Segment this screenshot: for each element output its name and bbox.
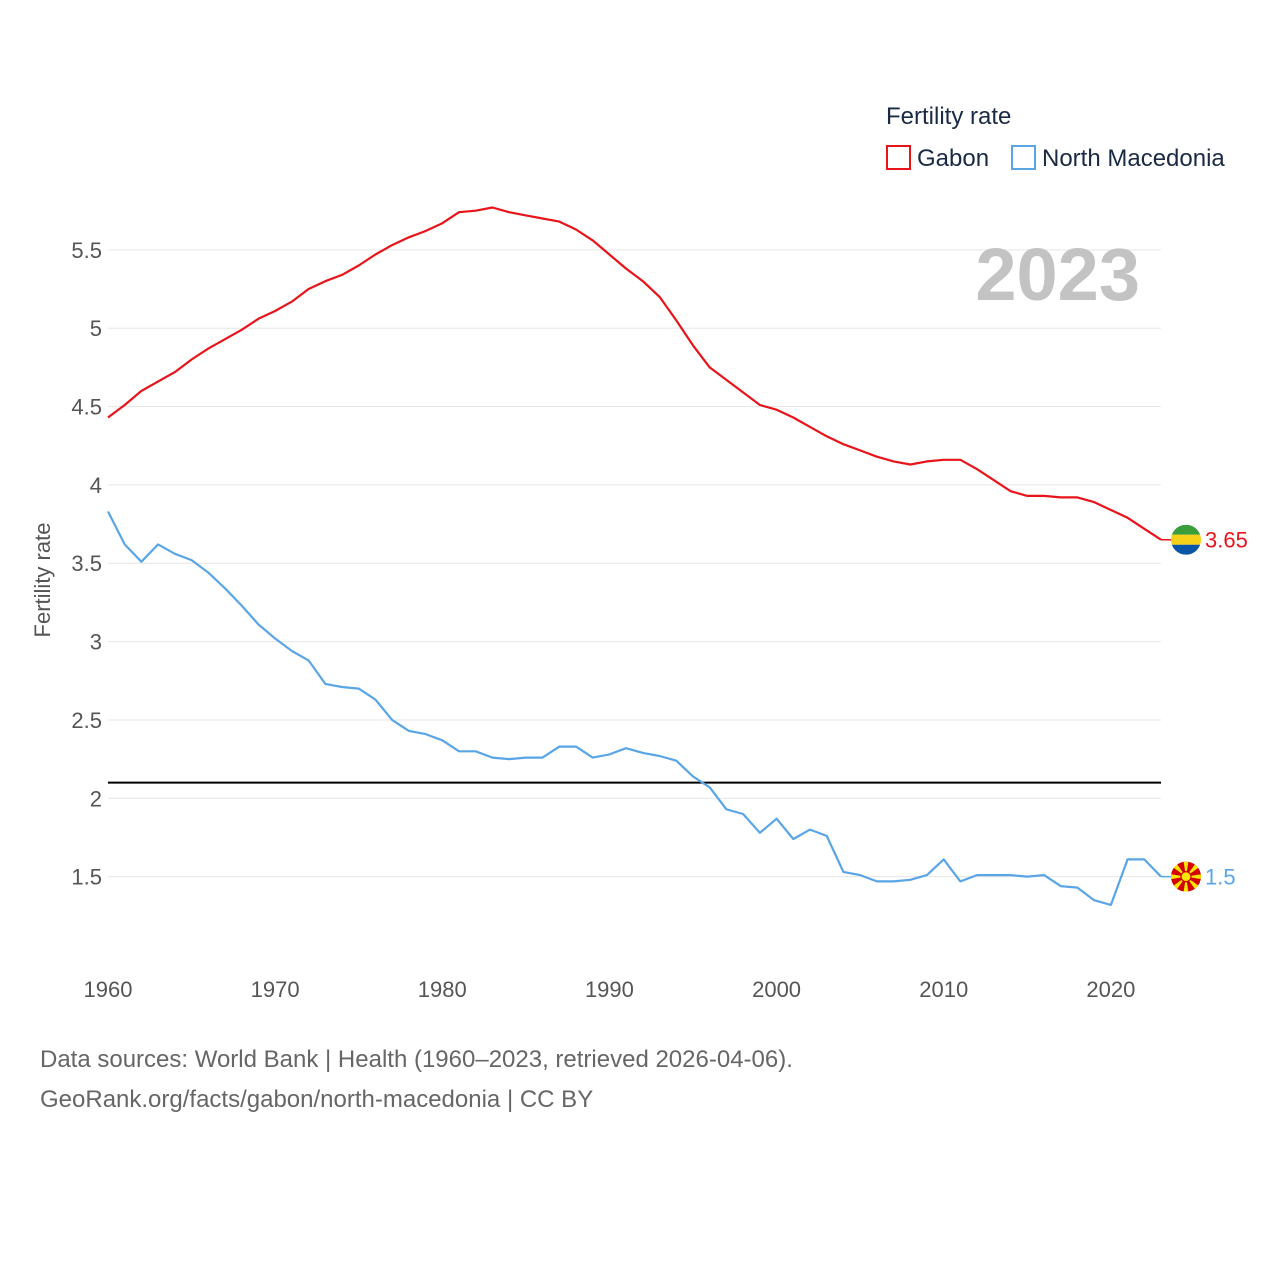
- series-lines: [107, 206, 1162, 907]
- y-axis-ticks: 1.5 2 2.5 3 3.5 4 4.5 5 5.5: [71, 238, 102, 890]
- y-tick-label: 5.5: [71, 238, 102, 263]
- footer-link[interactable]: GeoRank.org/facts/gabon/north-macedonia …: [40, 1086, 594, 1113]
- legend: Fertility rate Gabon North Macedonia: [886, 103, 1225, 172]
- y-tick-label: 3: [90, 630, 102, 655]
- y-tick-label: 3.5: [71, 551, 102, 576]
- x-tick-label: 1960: [84, 977, 133, 1002]
- series-line-north-macedonia[interactable]: [107, 511, 1162, 907]
- x-tick-label: 2000: [752, 977, 801, 1002]
- gridlines: [108, 249, 1161, 878]
- x-tick-label: 1990: [585, 977, 634, 1002]
- y-tick-label: 4.5: [71, 395, 102, 420]
- series-line-gabon[interactable]: [107, 206, 1162, 541]
- legend-label-north-macedonia[interactable]: North Macedonia: [1042, 145, 1225, 172]
- y-tick-label: 2: [90, 786, 102, 811]
- end-value-label: 1.5: [1205, 865, 1236, 890]
- legend-swatch-gabon[interactable]: [886, 145, 911, 170]
- x-tick-label: 2020: [1086, 977, 1135, 1002]
- x-tick-label: 1980: [418, 977, 467, 1002]
- y-tick-label: 4: [90, 473, 102, 498]
- y-tick-label: 2.5: [71, 708, 102, 733]
- y-axis-label: Fertility rate: [30, 523, 55, 638]
- x-axis-ticks: 1960 1970 1980 1990 2000 2010 2020: [84, 977, 1136, 1002]
- legend-label-gabon[interactable]: Gabon: [917, 145, 989, 172]
- x-tick-label: 2010: [919, 977, 968, 1002]
- y-tick-label: 5: [90, 316, 102, 341]
- x-tick-label: 1970: [251, 977, 300, 1002]
- year-label: 2023: [975, 233, 1140, 316]
- end-markers: 3.65 1.5: [1161, 524, 1248, 892]
- end-value-label: 3.65: [1205, 528, 1248, 553]
- footer: Data sources: World Bank | Health (1960–…: [40, 1040, 793, 1120]
- y-tick-label: 1.5: [71, 865, 102, 890]
- footer-sources: Data sources: World Bank | Health (1960–…: [40, 1046, 793, 1073]
- gabon-flag-icon: [1171, 524, 1201, 555]
- legend-swatch-north-macedonia[interactable]: [1011, 145, 1036, 170]
- fertility-rate-chart: 1.5 2 2.5 3 3.5 4 4.5 5 5.5 1960 1970 1980 1990 2000…: [30, 103, 1248, 1002]
- legend-title: Fertility rate: [886, 103, 1011, 130]
